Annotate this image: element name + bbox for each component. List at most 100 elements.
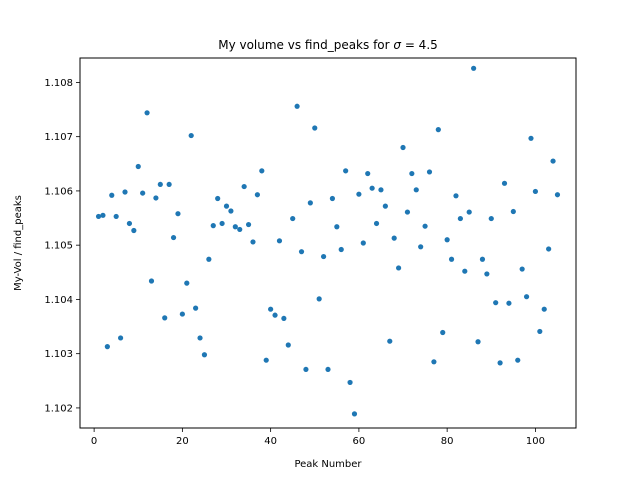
data-point bbox=[206, 256, 212, 262]
data-point bbox=[316, 296, 322, 302]
data-point bbox=[228, 208, 234, 214]
data-point bbox=[378, 187, 384, 193]
data-point bbox=[170, 234, 177, 241]
data-point bbox=[440, 329, 446, 336]
data-point bbox=[95, 213, 102, 220]
data-point bbox=[184, 280, 190, 286]
data-point bbox=[351, 411, 358, 417]
data-point bbox=[479, 256, 486, 262]
data-point bbox=[471, 65, 477, 71]
x-tick-label: 80 bbox=[441, 436, 454, 447]
data-point bbox=[435, 127, 441, 133]
data-point bbox=[250, 239, 256, 245]
data-point bbox=[382, 203, 388, 209]
y-tick-label: 1.102 bbox=[44, 403, 73, 414]
chart-title: My volume vs find_peaks for σ = 4.5 bbox=[218, 38, 438, 52]
data-point bbox=[290, 215, 296, 222]
data-point bbox=[554, 192, 561, 198]
x-axis-ticks: 0 20 40 60 80 100 bbox=[91, 428, 545, 447]
data-point bbox=[360, 240, 366, 246]
data-point bbox=[157, 181, 163, 188]
data-point bbox=[210, 223, 216, 229]
data-point bbox=[356, 191, 362, 197]
data-point bbox=[347, 379, 353, 386]
data-point bbox=[117, 335, 124, 341]
data-point bbox=[373, 220, 380, 227]
data-point bbox=[215, 195, 221, 202]
data-point bbox=[140, 190, 146, 196]
data-point bbox=[232, 224, 238, 230]
data-point bbox=[387, 338, 393, 344]
data-point bbox=[223, 203, 230, 209]
plot-frame bbox=[79, 57, 577, 429]
y-axis-ticks: 1.102 1.103 1.104 1.105 1.106 1.107 1.108 bbox=[44, 78, 80, 414]
data-point bbox=[334, 224, 340, 230]
data-point bbox=[506, 300, 512, 306]
data-point bbox=[148, 278, 155, 284]
data-points bbox=[95, 65, 561, 417]
data-point bbox=[422, 223, 428, 229]
data-point bbox=[329, 195, 336, 202]
data-point bbox=[268, 306, 274, 312]
data-point bbox=[431, 359, 437, 365]
data-point bbox=[426, 169, 433, 175]
data-point bbox=[519, 266, 525, 272]
data-point bbox=[307, 200, 313, 206]
sigma-symbol: σ bbox=[393, 38, 401, 52]
data-point bbox=[153, 195, 159, 201]
data-point bbox=[201, 352, 208, 358]
y-tick-label: 1.106 bbox=[44, 186, 73, 197]
data-point bbox=[281, 315, 287, 322]
data-point bbox=[488, 215, 494, 222]
data-point bbox=[122, 189, 128, 195]
data-point bbox=[457, 215, 463, 222]
data-point bbox=[404, 209, 411, 215]
data-point bbox=[109, 192, 115, 198]
x-tick-label: 60 bbox=[353, 436, 366, 447]
y-tick-label: 1.108 bbox=[44, 78, 73, 89]
data-point bbox=[325, 366, 331, 373]
data-point bbox=[312, 125, 318, 131]
data-point bbox=[193, 305, 199, 311]
data-point bbox=[166, 181, 172, 188]
data-point bbox=[546, 246, 552, 252]
data-point bbox=[453, 193, 459, 199]
data-point bbox=[466, 209, 472, 215]
data-point bbox=[497, 360, 503, 366]
data-point bbox=[444, 237, 450, 243]
data-point bbox=[320, 253, 327, 260]
data-point bbox=[537, 328, 543, 335]
data-point bbox=[400, 144, 406, 151]
data-point bbox=[188, 132, 194, 139]
data-point bbox=[391, 235, 397, 241]
data-point bbox=[276, 238, 283, 244]
x-tick-label: 40 bbox=[264, 436, 277, 447]
plot-area-background bbox=[80, 58, 576, 428]
data-point bbox=[144, 110, 150, 116]
data-point bbox=[484, 271, 490, 277]
data-point bbox=[237, 226, 243, 233]
data-point bbox=[413, 187, 419, 193]
data-point bbox=[475, 339, 481, 345]
data-point bbox=[448, 256, 455, 262]
data-point bbox=[254, 192, 260, 198]
data-point bbox=[528, 135, 534, 141]
data-point bbox=[285, 342, 291, 348]
data-point bbox=[501, 180, 508, 186]
data-point bbox=[338, 246, 344, 253]
data-point bbox=[303, 366, 309, 373]
data-point bbox=[515, 357, 521, 363]
data-point bbox=[294, 103, 300, 109]
data-point bbox=[113, 213, 119, 220]
y-tick-label: 1.107 bbox=[44, 132, 73, 143]
y-tick-label: 1.103 bbox=[44, 349, 73, 360]
data-point bbox=[532, 188, 539, 195]
data-point bbox=[418, 244, 424, 250]
data-point bbox=[541, 306, 547, 312]
data-point bbox=[523, 294, 530, 300]
x-tick-label: 0 bbox=[91, 436, 97, 447]
x-tick-label: 20 bbox=[176, 436, 189, 447]
data-point bbox=[104, 344, 110, 350]
y-tick-label: 1.105 bbox=[44, 241, 73, 252]
